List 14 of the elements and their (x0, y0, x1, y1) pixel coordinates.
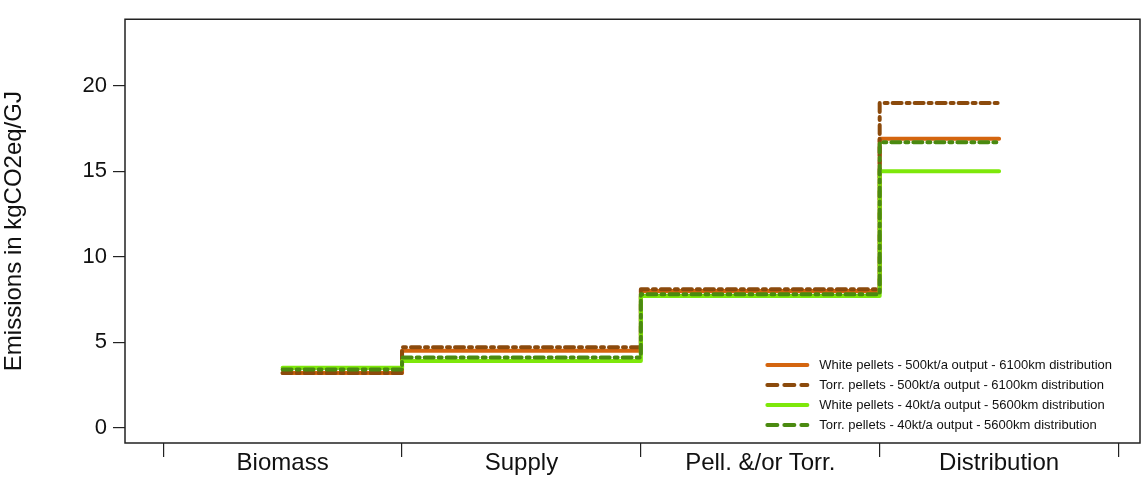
y-tick-label: 15 (82, 157, 107, 183)
y-tick-label: 5 (94, 328, 107, 354)
x-tick-label: Biomass (236, 448, 329, 476)
legend-label: Torr. pellets - 500kt/a output - 6100km distribution (819, 376, 1105, 392)
y-tick-label: 10 (82, 242, 107, 268)
x-tick-label: Distribution (939, 448, 1060, 476)
y-tick-label: 20 (82, 71, 107, 97)
legend-label: Torr. pellets - 40kt/a output - 5600km distribution (819, 416, 1097, 432)
legend-label: White pellets - 500kt/a output - 6100km distribution (819, 356, 1112, 372)
x-tick-label: Pell. &/or Torr. (685, 448, 836, 476)
legend-label: White pellets - 40kt/a output - 5600km distribution (819, 396, 1105, 412)
x-tick-label: Supply (484, 448, 559, 476)
y-axis-title: Emissions in kgCO2eq/GJ (0, 91, 27, 372)
y-tick-label: 0 (94, 413, 107, 439)
